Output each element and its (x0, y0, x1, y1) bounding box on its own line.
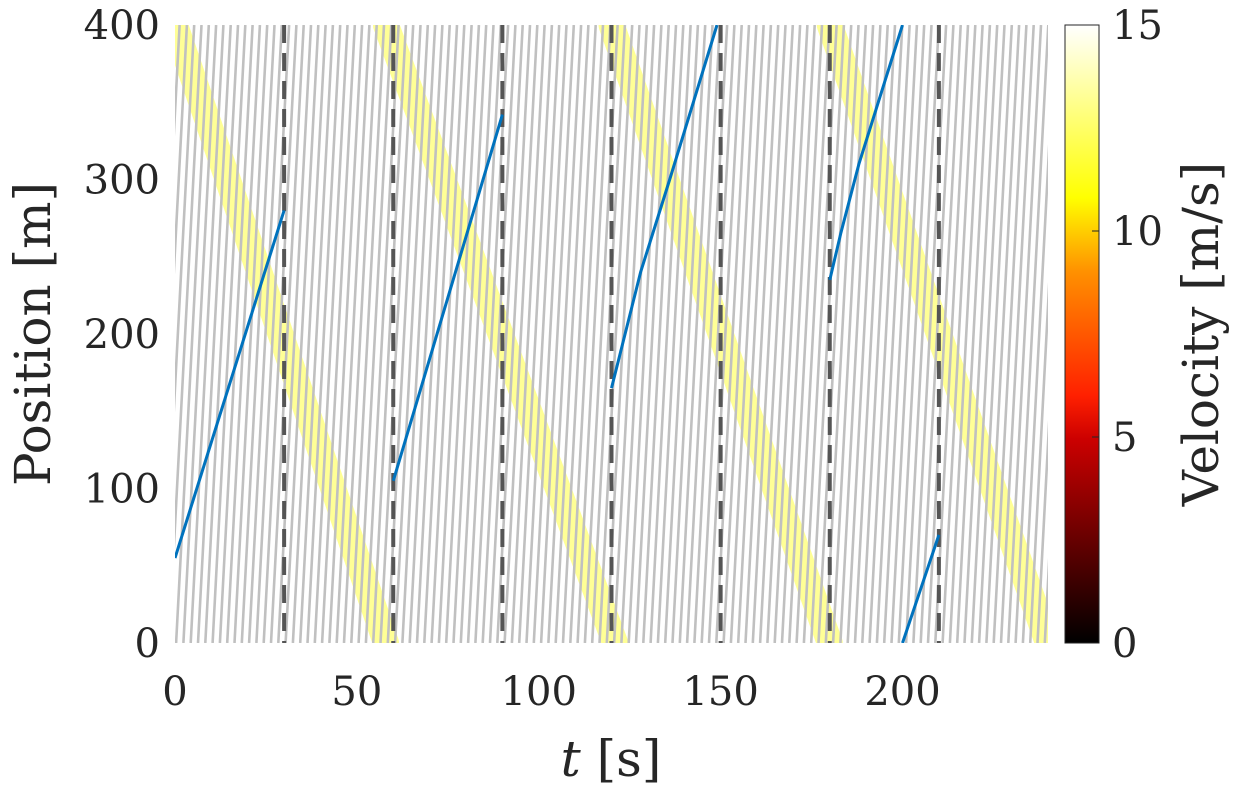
y-tick-label: 0 (135, 621, 160, 667)
signal-lines (282, 25, 941, 643)
vehicle-trajectories (175, 25, 1048, 643)
trajectory-segment (391, 114, 504, 482)
x-tick-label: 0 (162, 669, 187, 715)
y-tick-labels: 0 100 200 300 400 (84, 3, 160, 667)
colorbar-tick-label: 0 (1112, 621, 1137, 667)
y-tick-label: 100 (84, 467, 160, 513)
x-tick-label: 100 (501, 669, 577, 715)
y-tick-label: 300 (84, 158, 160, 204)
x-tick-label: 50 (331, 669, 382, 715)
trajectory-segment (175, 209, 286, 559)
y-axis-title: Position [m] (4, 182, 62, 486)
x-axis-title: t [s] (561, 730, 662, 788)
x-tick-label: 200 (864, 669, 940, 715)
x-tick-label: 150 (682, 669, 758, 715)
trajectory-segment (828, 25, 904, 281)
trajectory-lines (175, 25, 1048, 643)
colorbar-label: Velocity [m/s] (1172, 162, 1230, 507)
colorbar-tick-label: 5 (1112, 415, 1137, 461)
colorbar-tick-label: 10 (1112, 209, 1163, 255)
y-tick-label: 400 (84, 3, 160, 49)
plot-area (175, 25, 1048, 643)
y-tick-label: 200 (84, 312, 160, 358)
trajectory-segment (610, 25, 719, 389)
highlighted-trajectory (175, 25, 941, 643)
x-tick-labels: 0 50 100 150 200 (162, 669, 940, 715)
colorbar-tick-labels: 0 5 10 15 (1092, 3, 1163, 667)
colorbar-tick-label: 15 (1112, 3, 1163, 49)
colorbar (1064, 24, 1100, 644)
trajectory-segment (901, 534, 941, 643)
